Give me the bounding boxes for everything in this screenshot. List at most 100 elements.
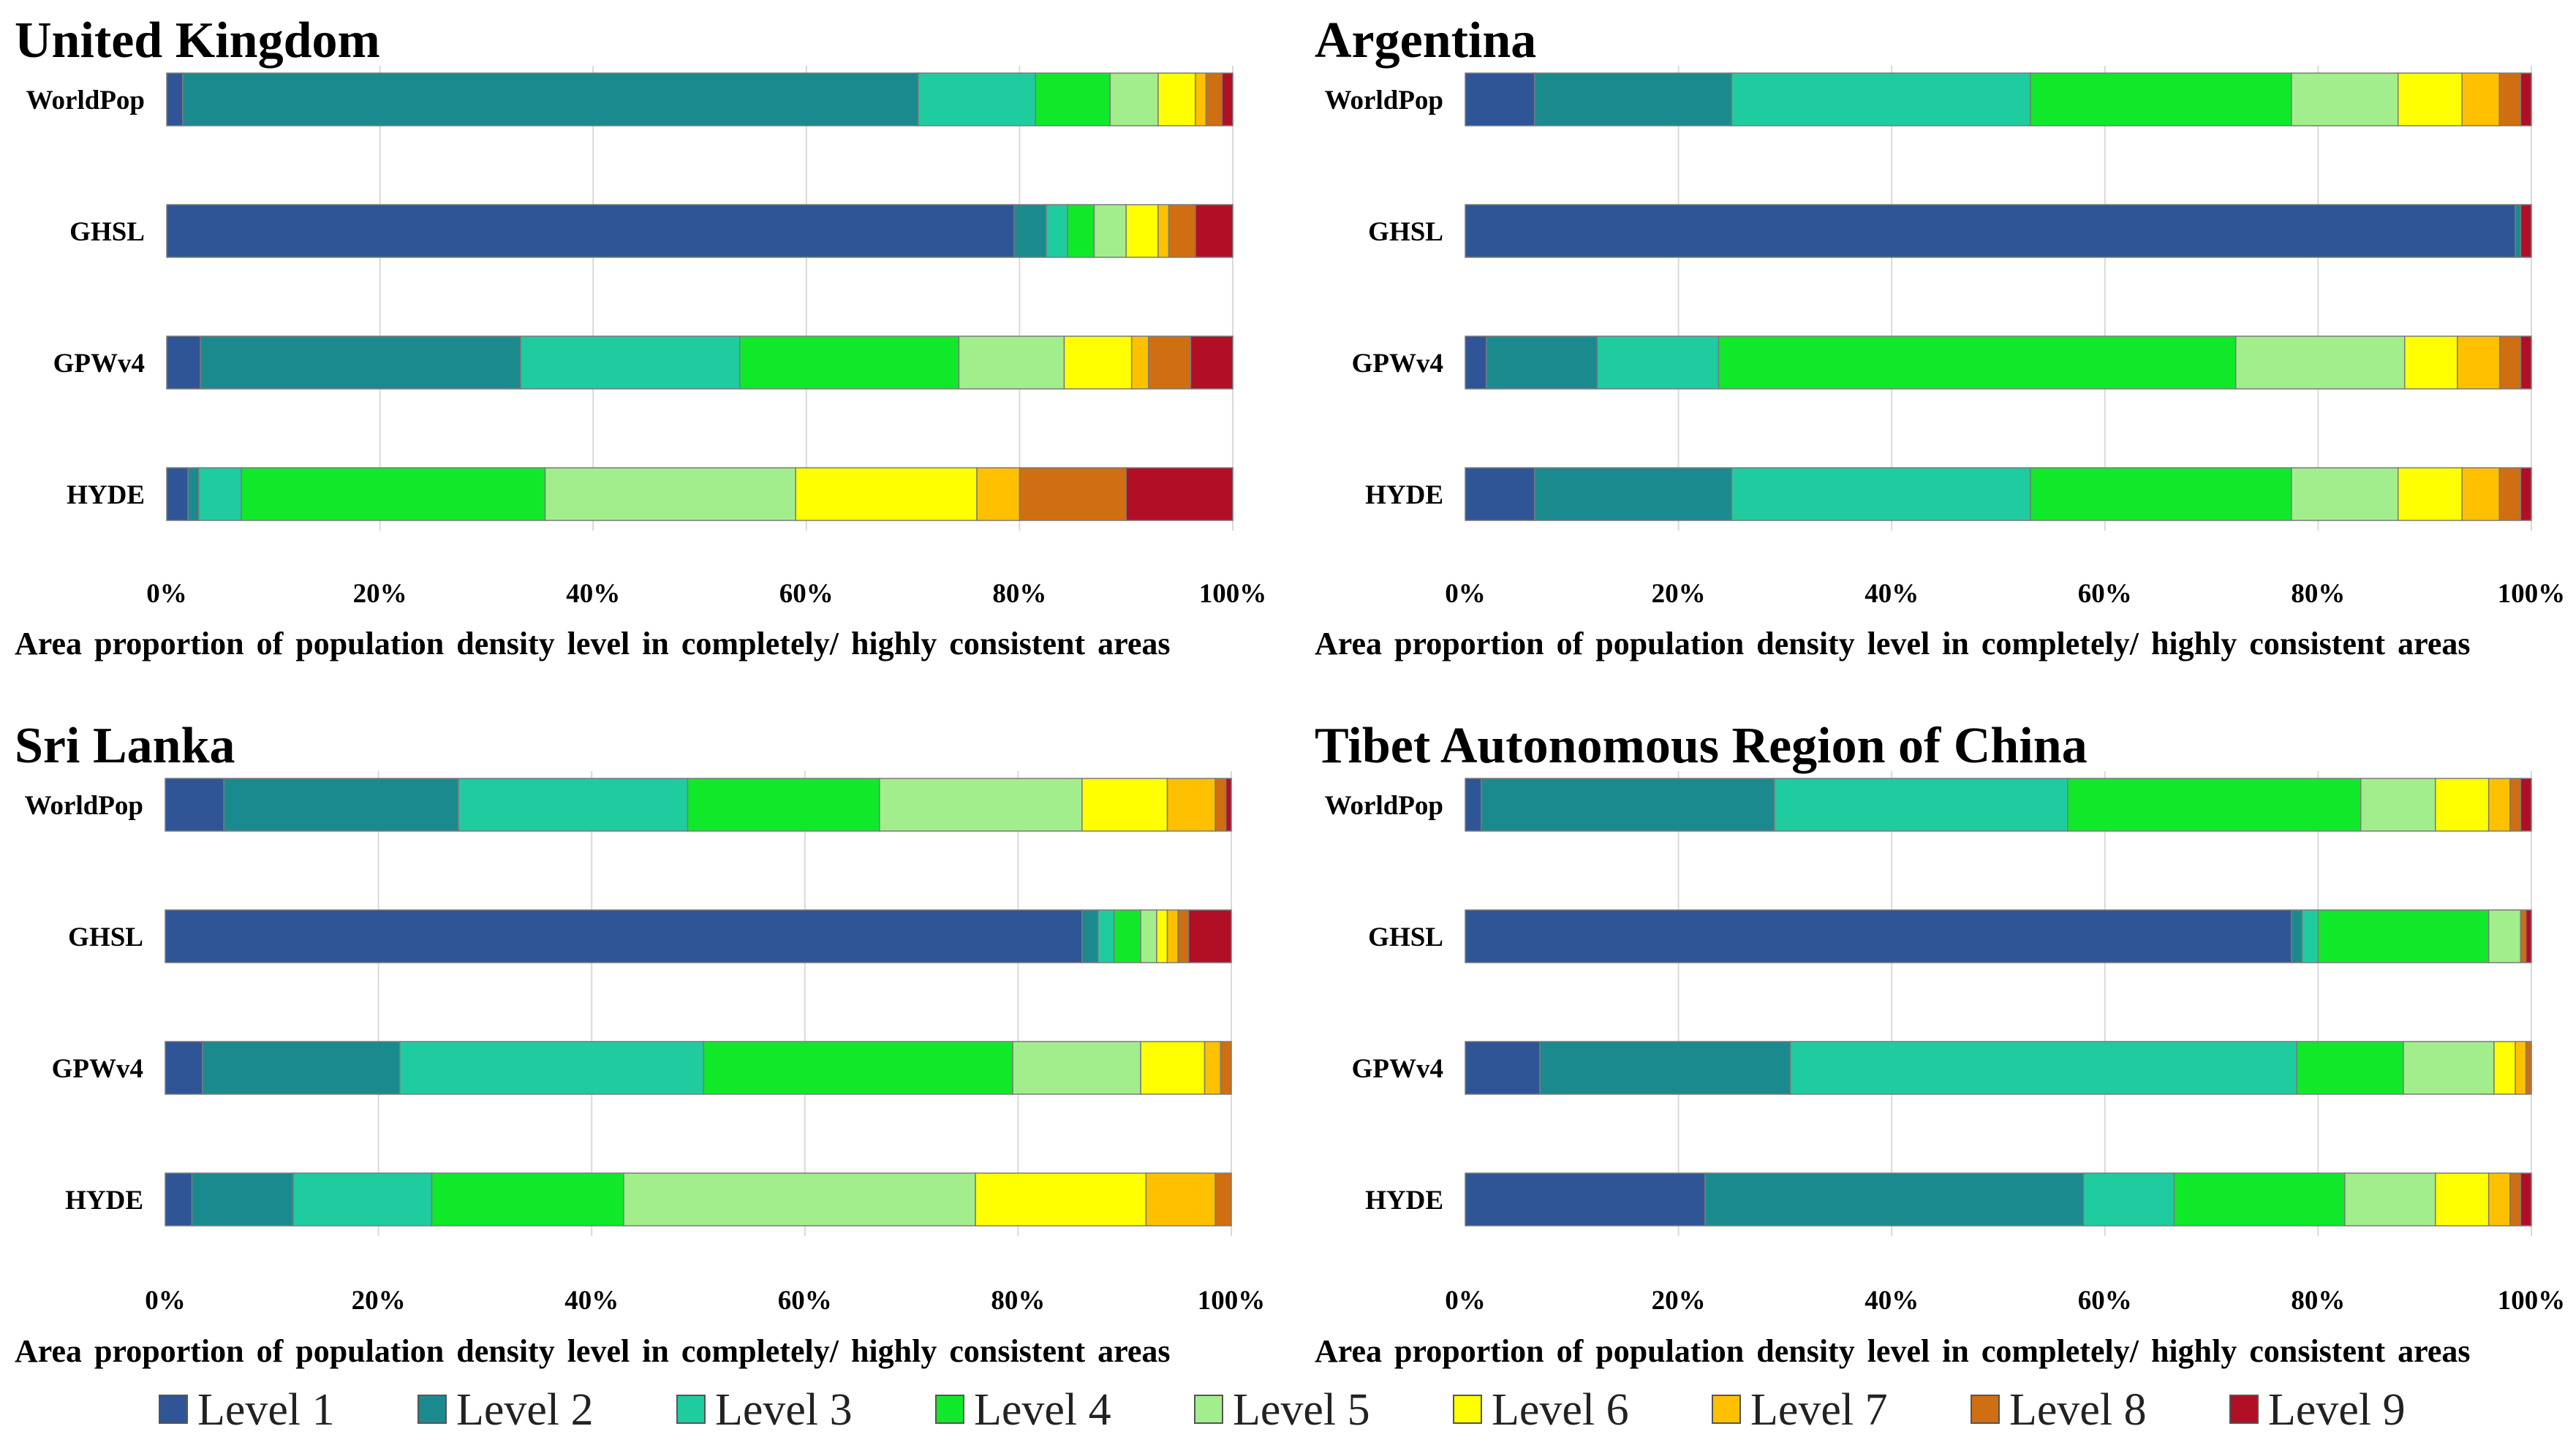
bar-segment-hyde-level-3 [292,1172,433,1226]
bar-segment-ghsl-level-9 [2525,909,2532,963]
legend-swatch-level-6 [1453,1395,1482,1424]
bar-segment-worldpop-level-2 [1481,778,1775,832]
bar-segment-gpwv4-level-6 [2493,1041,2516,1095]
bar-segment-hyde-level-6 [2435,1172,2490,1226]
x-tick-label: 0% [145,1286,186,1316]
panel-title: United Kingdom [15,12,380,69]
bar-segment-worldpop-level-3 [918,72,1037,126]
bar-segment-worldpop-level-7 [2487,778,2511,832]
bar-segment-gpwv4-level-8 [2498,335,2522,390]
bar-segment-ghsl-level-3 [1046,204,1068,258]
bar-segment-worldpop-level-2 [1534,72,1733,126]
bar-segment-ghsl-level-2 [1013,204,1047,258]
bar-segment-gpwv4-level-2 [202,1041,401,1095]
bar-segment-ghsl-level-1 [1465,204,2516,258]
legend-swatch-level-4 [935,1395,964,1424]
bar-segment-ghsl-level-2 [1081,909,1099,963]
panel-argentina: Argentina WorldPop GHSL GPWv4 HYDE 0% 20% 40% 60… [1315,12,2565,661]
x-tick-label: 40% [566,579,620,609]
bar-segment-ghsl-level-2 [2291,909,2303,963]
x-tick-label: 60% [778,1286,832,1316]
bar-segment-hyde-level-8 [1214,1172,1232,1226]
bar-segment-ghsl-level-7 [1166,909,1179,963]
bar-segment-hyde-level-9 [2520,1172,2532,1226]
legend-swatch-level-8 [1971,1395,2000,1424]
bar-segment-hyde-level-8 [2498,467,2522,521]
x-tick-label: 40% [1864,579,1919,609]
bar-segment-hyde-level-3 [1731,467,2031,521]
x-tick-label: 0% [1445,579,1486,609]
bar-segment-gpwv4-level-4 [2296,1041,2404,1095]
bar-segment-gpwv4-level-3 [1789,1041,2297,1095]
legend-label-level-4: Level 4 [974,1385,1111,1435]
category-label-gpwv4: GPWv4 [1352,1054,1443,1084]
bar-segment-hyde-level-9 [2520,467,2532,521]
bar-segment-ghsl-level-3 [2301,909,2319,963]
bar-segment-worldpop-level-8 [2509,778,2522,832]
x-tick-label: 100% [1198,1286,1266,1316]
bar-segment-ghsl-level-9 [1195,204,1233,258]
bar-segment-gpwv4-level-5 [2403,1041,2495,1095]
category-label-ghsl: GHSL [68,922,143,952]
bar-segment-ghsl-level-1 [165,909,1083,963]
panel-sri-lanka: Sri Lanka WorldPop GHSL GPWv4 HYDE 0% 20% 40% 60… [15,718,1265,1369]
bar-segment-gpwv4-level-8 [2525,1041,2532,1095]
bar-segment-worldpop-level-9 [2520,778,2532,832]
bar-segment-hyde-level-8 [2509,1172,2522,1226]
category-label-ghsl: GHSL [69,217,145,247]
bar-segment-hyde-level-2 [187,467,200,521]
x-tick-label: 0% [1445,1286,1486,1316]
x-tick-label: 40% [1864,1286,1919,1316]
bar-segment-worldpop-level-5 [879,778,1083,832]
bar-segment-worldpop-level-7 [1195,72,1207,126]
category-label-ghsl: GHSL [1368,217,1443,247]
bar-segment-worldpop-level-6 [2435,778,2490,832]
bar-segment-ghsl-level-1 [1465,909,2292,963]
x-axis-title: Area proportion of population density le… [15,1333,1171,1369]
bar-segment-worldpop-level-3 [1731,72,2031,126]
bar-segment-gpwv4-level-3 [399,1041,705,1095]
legend-label-level-1: Level 1 [197,1385,335,1435]
bar-segment-ghsl-level-6 [1125,204,1159,258]
category-label-hyde: HYDE [65,1186,143,1216]
bar-segment-ghsl-level-2 [2515,204,2522,258]
x-axis-title: Area proportion of population density le… [15,626,1171,661]
bar-segment-ghsl-level-4 [2317,909,2490,963]
bar-segment-worldpop-level-9 [1225,778,1232,832]
bar-segment-worldpop-level-5 [1109,72,1159,126]
bar-segment-ghsl-level-8 [2520,909,2527,963]
x-tick-label: 80% [2291,579,2345,609]
bar-segment-worldpop-level-3 [458,778,689,832]
bar-segment-gpwv4-level-7 [2515,1041,2527,1095]
bar-segment-gpwv4-level-4 [1718,335,2237,390]
panel-title: Argentina [1315,12,1536,69]
bar-segment-gpwv4-level-8 [1220,1041,1232,1095]
bar-segment-gpwv4-level-3 [520,335,741,390]
bar-segment-gpwv4-level-5 [1012,1041,1141,1095]
bar-segment-worldpop-level-5 [2291,72,2399,126]
bar-segment-hyde-level-4 [2029,467,2292,521]
bar-segment-gpwv4-level-6 [1063,335,1133,390]
category-label-gpwv4: GPWv4 [52,1054,143,1084]
legend-label-level-3: Level 3 [715,1385,853,1435]
bar-segment-hyde-level-6 [975,1172,1147,1226]
x-axis-title: Area proportion of population density le… [1315,1333,2471,1369]
legend-swatch-level-7 [1712,1395,1741,1424]
bar-segment-worldpop-level-4 [2029,72,2292,126]
bar-segment-hyde-level-8 [1019,467,1127,521]
x-tick-label: 60% [779,579,834,609]
category-label-worldpop: WorldPop [1325,791,1443,821]
bar-segment-ghsl-level-8 [1168,204,1196,258]
bar-segment-worldpop-level-1 [165,778,224,832]
bar-segment-ghsl-level-4 [1113,909,1141,963]
legend-label-level-5: Level 5 [1233,1385,1370,1435]
bar-segment-hyde-level-5 [2291,467,2399,521]
bar-segment-gpwv4-level-1 [165,1041,203,1095]
panel-title: Tibet Autonomous Region of China [1315,718,2088,774]
bar-segment-worldpop-level-8 [1214,778,1227,832]
bar-segment-worldpop-level-9 [2520,72,2532,126]
bar-segment-ghsl-level-9 [2520,204,2532,258]
bar-segment-hyde-level-1 [1465,467,1535,521]
bar-segment-gpwv4-level-2 [1486,335,1598,390]
bar-segment-hyde-level-5 [2344,1172,2436,1226]
